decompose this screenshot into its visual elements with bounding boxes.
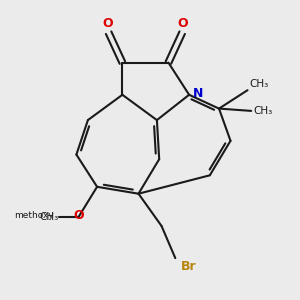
Text: CH₃: CH₃	[249, 79, 268, 89]
Text: CH₃: CH₃	[253, 106, 272, 116]
Text: O: O	[178, 17, 188, 30]
Text: CH₃: CH₃	[39, 212, 58, 222]
Text: Br: Br	[181, 260, 197, 273]
Text: N: N	[193, 87, 203, 101]
Text: methoxy: methoxy	[14, 211, 53, 220]
Text: O: O	[102, 17, 113, 30]
Text: O: O	[74, 209, 85, 222]
